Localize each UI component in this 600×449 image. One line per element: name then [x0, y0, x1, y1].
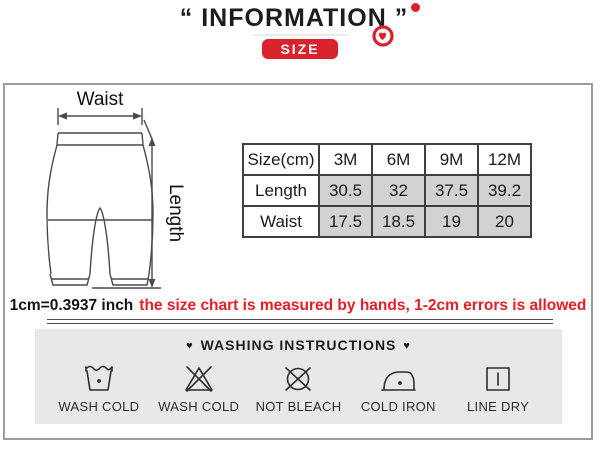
wash-tub-icon — [83, 357, 115, 393]
size-badge: SIZE — [262, 39, 338, 59]
table-cell: 32 — [371, 174, 426, 207]
washing-item-label: NOT BLEACH — [255, 399, 342, 414]
table-header-cell: 3M — [318, 143, 373, 176]
note-disclaimer: the size chart is measured by hands, 1-2… — [139, 297, 587, 314]
length-label: Length — [165, 184, 186, 242]
washing-instructions-panel: ♥ WASHING INSTRUCTIONS ♥ WASH COLD — [35, 329, 562, 424]
table-cell: 30.5 — [318, 174, 373, 207]
table-header-cell: Size(cm) — [242, 143, 320, 176]
washing-item-label: LINE DRY — [467, 399, 530, 414]
washing-item: WASH COLD — [149, 357, 249, 414]
size-table: Size(cm) 3M 6M 9M 12M Length 30.5 32 37.… — [242, 143, 532, 238]
table-row-waist: Waist 17.5 18.5 19 20 — [242, 205, 532, 238]
pants-diagram: Waist Length — [46, 89, 186, 289]
waist-label: Waist — [77, 89, 125, 110]
crossed-circle-icon — [281, 357, 315, 393]
washing-item-label: WASH COLD — [158, 399, 240, 414]
line-dry-icon — [484, 357, 512, 393]
table-cell: 18.5 — [371, 205, 426, 238]
washing-item: COLD IRON — [348, 357, 448, 414]
note-conversion: 1cm=0.3937 inch — [9, 297, 134, 314]
washing-item-label: COLD IRON — [360, 399, 436, 414]
washing-item: NOT BLEACH — [249, 357, 349, 414]
header: “ INFORMATION ” SIZE — [0, 0, 600, 59]
table-row-length: Length 30.5 32 37.5 39.2 — [242, 174, 532, 207]
washing-item-label: WASH COLD — [58, 399, 140, 414]
heart-icon: ♥ — [186, 340, 194, 352]
title-divider — [252, 34, 348, 36]
crossed-triangle-icon — [182, 357, 216, 393]
table-header-cell: 6M — [371, 143, 426, 176]
washing-icons-row: WASH COLD WASH COLD — [35, 357, 562, 414]
red-dot-icon — [411, 3, 421, 12]
table-header-row: Size(cm) 3M 6M 9M 12M — [242, 143, 532, 176]
table-cell: 37.5 — [424, 174, 479, 207]
measurement-note: 1cm=0.3937 inch the size chart is measure… — [5, 297, 591, 315]
table-cell: 39.2 — [477, 174, 532, 207]
title-text: INFORMATION — [201, 4, 387, 32]
washing-item: WASH COLD — [49, 357, 149, 414]
table-cell: 17.5 — [318, 205, 373, 238]
table-header-cell: 12M — [477, 143, 532, 176]
table-header-cell: 9M — [424, 143, 479, 176]
row-label: Waist — [242, 205, 320, 238]
open-quote: “ — [179, 4, 194, 32]
size-chart-box: Waist Length Size(cm) 3M 6M 9M 12M Lengt… — [3, 83, 593, 440]
washing-title: ♥ WASHING INSTRUCTIONS ♥ — [35, 329, 562, 353]
page-title: “ INFORMATION ” — [0, 3, 600, 32]
washing-title-text: WASHING INSTRUCTIONS — [200, 337, 397, 353]
heart-icon: ♥ — [403, 340, 411, 352]
row-label: Length — [242, 174, 320, 207]
table-cell: 19 — [424, 205, 479, 238]
table-cell: 20 — [477, 205, 532, 238]
washing-item: LINE DRY — [448, 357, 548, 414]
iron-icon — [380, 357, 417, 393]
clock-heart-icon — [371, 24, 395, 48]
note-underline — [47, 319, 553, 324]
close-quote: ” — [394, 4, 409, 32]
